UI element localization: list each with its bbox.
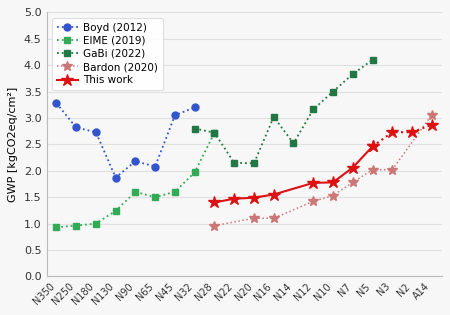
Line: Boyd (2012): Boyd (2012) <box>53 100 198 181</box>
Y-axis label: GWP [kgCO2eq/cm²]: GWP [kgCO2eq/cm²] <box>9 87 18 202</box>
GaBi (2022) <box>310 108 316 112</box>
Line: GaBi (2022): GaBi (2022) <box>191 56 376 167</box>
This work <box>350 166 356 169</box>
GaBi (2022) <box>350 72 356 76</box>
GaBi (2022) <box>251 162 256 165</box>
Boyd (2012) <box>153 165 158 169</box>
This work <box>370 145 375 148</box>
Bardon (2020) <box>330 194 336 198</box>
Boyd (2012) <box>113 176 118 180</box>
Bardon (2020) <box>251 216 256 220</box>
Boyd (2012) <box>54 101 59 105</box>
EIME (2019) <box>153 195 158 199</box>
GaBi (2022) <box>271 115 276 119</box>
This work <box>212 201 217 204</box>
EIME (2019) <box>133 190 138 194</box>
This work <box>231 197 237 201</box>
Bardon (2020) <box>390 168 395 172</box>
Legend: Boyd (2012), EIME (2019), GaBi (2022), Bardon (2020), This work: Boyd (2012), EIME (2019), GaBi (2022), B… <box>52 18 163 90</box>
Boyd (2012) <box>73 126 79 129</box>
GaBi (2022) <box>330 90 336 94</box>
GaBi (2022) <box>212 131 217 135</box>
Bardon (2020) <box>310 199 316 203</box>
This work <box>251 196 256 200</box>
Boyd (2012) <box>133 159 138 163</box>
EIME (2019) <box>212 131 217 135</box>
EIME (2019) <box>192 170 198 174</box>
EIME (2019) <box>113 209 118 213</box>
GaBi (2022) <box>370 58 375 62</box>
Line: Bardon (2020): Bardon (2020) <box>210 110 436 231</box>
EIME (2019) <box>93 222 99 226</box>
EIME (2019) <box>54 225 59 229</box>
Boyd (2012) <box>192 106 198 109</box>
Bardon (2020) <box>212 224 217 227</box>
EIME (2019) <box>172 190 178 194</box>
EIME (2019) <box>73 224 79 227</box>
Line: EIME (2019): EIME (2019) <box>53 129 218 231</box>
This work <box>310 181 316 185</box>
GaBi (2022) <box>192 127 198 130</box>
GaBi (2022) <box>231 161 237 165</box>
Boyd (2012) <box>93 130 99 134</box>
GaBi (2022) <box>291 141 296 145</box>
Boyd (2012) <box>172 113 178 117</box>
This work <box>330 180 336 184</box>
This work <box>271 192 276 196</box>
Bardon (2020) <box>370 168 375 172</box>
Bardon (2020) <box>271 216 276 220</box>
Bardon (2020) <box>429 113 435 117</box>
Line: This work: This work <box>208 140 379 209</box>
Bardon (2020) <box>350 180 356 184</box>
